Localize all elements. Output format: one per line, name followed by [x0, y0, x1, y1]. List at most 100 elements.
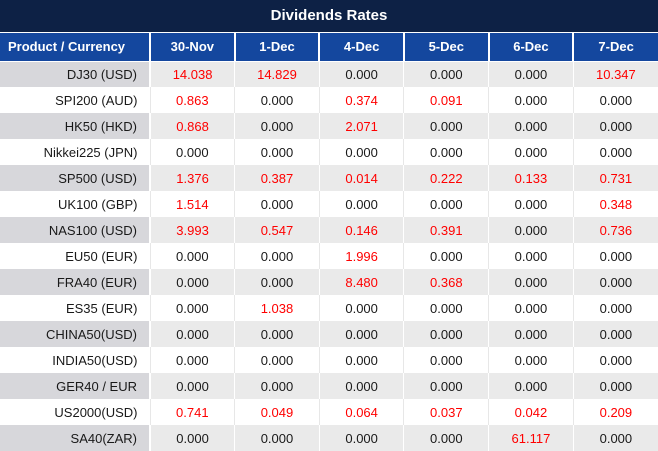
value-cell: 3.993 [149, 217, 235, 243]
value-cell: 0.391 [403, 217, 489, 243]
value-cell: 0.042 [488, 399, 574, 425]
value-cell: 0.049 [234, 399, 320, 425]
value-cell: 0.374 [318, 87, 404, 113]
product-cell: GER40 / EUR [0, 373, 150, 399]
value-cell: 0.000 [572, 139, 658, 165]
value-cell: 1.996 [318, 243, 404, 269]
table-row: GER40 / EUR 0.000 0.000 0.000 0.000 0.000 0.00… [0, 373, 658, 399]
value-cell: 0.000 [488, 217, 574, 243]
table-row: US2000(USD) 0.741 0.049 0.064 0.037 0.042 0.20… [0, 399, 658, 425]
value-cell: 0.222 [403, 165, 489, 191]
value-cell: 0.000 [149, 373, 235, 399]
value-cell: 0.000 [572, 243, 658, 269]
value-cell: 0.000 [488, 295, 574, 321]
value-cell: 0.000 [488, 243, 574, 269]
value-cell: 0.133 [488, 165, 574, 191]
value-cell: 0.000 [488, 113, 574, 139]
value-cell: 0.000 [572, 373, 658, 399]
value-cell: 0.000 [403, 139, 489, 165]
value-cell: 0.000 [149, 347, 235, 373]
value-cell: 0.736 [572, 217, 658, 243]
value-cell: 0.000 [488, 321, 574, 347]
value-cell: 14.038 [149, 61, 235, 87]
value-cell: 0.209 [572, 399, 658, 425]
table-row: ES35 (EUR) 0.000 1.038 0.000 0.000 0.000 0.000 [0, 295, 658, 321]
table-row: CHINA50(USD) 0.000 0.000 0.000 0.000 0.000 0.0… [0, 321, 658, 347]
value-cell: 0.348 [572, 191, 658, 217]
table-row: INDIA50(USD) 0.000 0.000 0.000 0.000 0.000 0.0… [0, 347, 658, 373]
product-cell: HK50 (HKD) [0, 113, 150, 139]
product-cell: SPI200 (AUD) [0, 87, 150, 113]
table-row: Nikkei225 (JPN) 0.000 0.000 0.000 0.000 0.000… [0, 139, 658, 165]
value-cell: 0.000 [234, 321, 320, 347]
value-cell: 0.000 [488, 373, 574, 399]
table-row: HK50 (HKD) 0.868 0.000 2.071 0.000 0.000 0.000 [0, 113, 658, 139]
value-cell: 0.000 [572, 425, 658, 451]
value-cell: 0.000 [149, 295, 235, 321]
product-cell: ES35 (EUR) [0, 295, 150, 321]
value-cell: 0.146 [318, 217, 404, 243]
value-cell: 0.868 [149, 113, 235, 139]
product-cell: UK100 (GBP) [0, 191, 150, 217]
value-cell: 0.368 [403, 269, 489, 295]
value-cell: 1.038 [234, 295, 320, 321]
table-row: SA40(ZAR) 0.000 0.000 0.000 0.000 61.117 0.000 [0, 425, 658, 451]
value-cell: 0.000 [488, 347, 574, 373]
value-cell: 1.376 [149, 165, 235, 191]
value-cell: 2.071 [318, 113, 404, 139]
column-header-product: Product / Currency [0, 33, 150, 62]
value-cell: 0.000 [234, 425, 320, 451]
value-cell: 0.000 [234, 243, 320, 269]
value-cell: 0.000 [488, 269, 574, 295]
value-cell: 0.000 [318, 373, 404, 399]
value-cell: 0.000 [149, 139, 235, 165]
column-header-date: 6-Dec [487, 33, 574, 62]
value-cell: 0.000 [149, 425, 235, 451]
product-cell: DJ30 (USD) [0, 61, 150, 87]
value-cell: 0.000 [234, 269, 320, 295]
value-cell: 0.000 [572, 113, 658, 139]
table-row: UK100 (GBP) 1.514 0.000 0.000 0.000 0.000 0.34… [0, 191, 658, 217]
value-cell: 0.000 [403, 191, 489, 217]
value-cell: 10.347 [572, 61, 658, 87]
value-cell: 0.000 [403, 243, 489, 269]
value-cell: 0.000 [234, 347, 320, 373]
value-cell: 0.863 [149, 87, 235, 113]
column-header-date: 5-Dec [402, 33, 489, 62]
product-cell: NAS100 (USD) [0, 217, 150, 243]
value-cell: 0.000 [318, 347, 404, 373]
value-cell: 0.000 [234, 373, 320, 399]
column-header-date: 1-Dec [233, 33, 320, 62]
value-cell: 0.000 [572, 87, 658, 113]
column-header-date: 30-Nov [149, 33, 235, 62]
value-cell: 0.000 [488, 61, 574, 87]
product-cell: FRA40 (EUR) [0, 269, 150, 295]
value-cell: 0.000 [234, 113, 320, 139]
value-cell: 0.000 [318, 139, 404, 165]
product-cell: SA40(ZAR) [0, 425, 150, 451]
value-cell: 0.000 [318, 321, 404, 347]
value-cell: 0.000 [149, 321, 235, 347]
product-cell: INDIA50(USD) [0, 347, 150, 373]
table-header-row: Product / Currency 30-Nov 1-Dec 4-Dec 5-… [0, 33, 658, 62]
value-cell: 0.547 [234, 217, 320, 243]
table-row: FRA40 (EUR) 0.000 0.000 8.480 0.368 0.000 0.00… [0, 269, 658, 295]
table-row: NAS100 (USD) 3.993 0.547 0.146 0.391 0.000 0.7… [0, 217, 658, 243]
product-cell: EU50 (EUR) [0, 243, 150, 269]
value-cell: 61.117 [488, 425, 574, 451]
table-row: SP500 (USD) 1.376 0.387 0.014 0.222 0.133 0.73… [0, 165, 658, 191]
value-cell: 0.000 [403, 347, 489, 373]
value-cell: 0.000 [488, 191, 574, 217]
value-cell: 0.000 [403, 321, 489, 347]
value-cell: 0.000 [572, 347, 658, 373]
column-header-date: 7-Dec [572, 33, 658, 62]
value-cell: 0.000 [488, 139, 574, 165]
value-cell: 0.064 [318, 399, 404, 425]
value-cell: 1.514 [149, 191, 235, 217]
value-cell: 0.000 [149, 243, 235, 269]
value-cell: 0.000 [403, 113, 489, 139]
value-cell: 0.000 [318, 61, 404, 87]
value-cell: 0.000 [318, 295, 404, 321]
product-cell: US2000(USD) [0, 399, 150, 425]
